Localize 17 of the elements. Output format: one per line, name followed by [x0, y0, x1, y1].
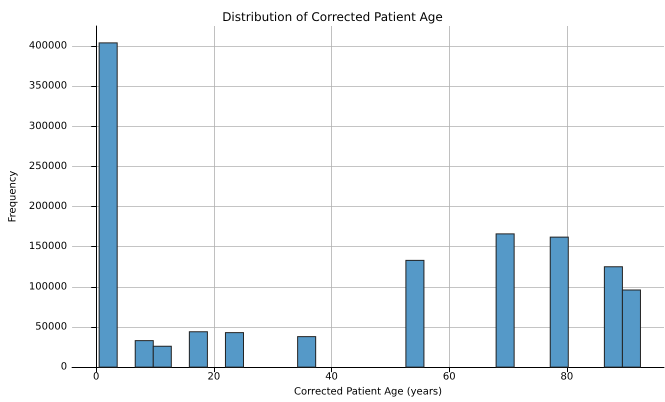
y-tick-label: 400000 — [28, 40, 68, 52]
x-tick-label: 40 — [325, 372, 338, 383]
chart-title: Distribution of Corrected Patient Age — [222, 10, 443, 24]
y-tick-label: 350000 — [28, 80, 68, 92]
y-axis-title: Frequency — [8, 170, 18, 222]
x-tick-label: 60 — [442, 372, 456, 383]
y-tick-label: 200000 — [28, 201, 68, 212]
x-tick-label: 20 — [208, 372, 220, 383]
y-tick-label: 150000 — [28, 241, 68, 252]
y-tick-label: 100000 — [28, 281, 68, 292]
x-tick-label: 0 — [93, 372, 100, 383]
y-tick-label: 0 — [60, 362, 68, 373]
y-tick-label: 250000 — [28, 160, 68, 172]
x-axis-title: Corrected Patient Age (years) — [294, 386, 442, 398]
x-tick-label: 80 — [560, 372, 574, 383]
y-tick-label: 300000 — [28, 120, 68, 132]
y-tick-label: 50000 — [35, 321, 68, 332]
